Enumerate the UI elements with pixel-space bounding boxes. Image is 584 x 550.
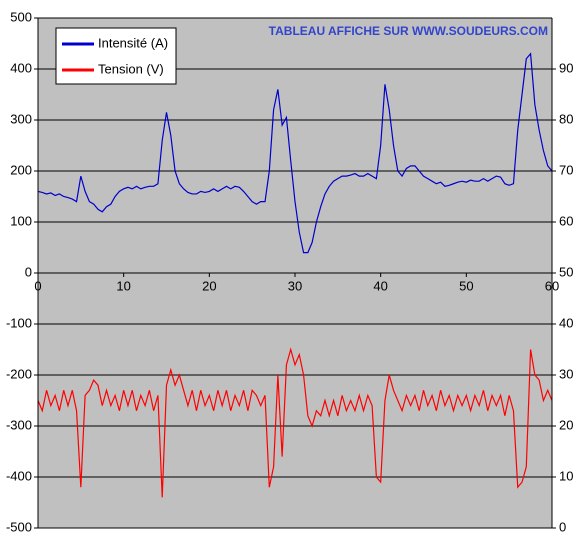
x-tick-label: 10: [116, 278, 130, 293]
y-tick-label: -100: [6, 315, 32, 330]
y-tick-label: -300: [6, 417, 32, 432]
y2-tick-label: 30: [559, 366, 573, 381]
series-line: [37, 347, 553, 498]
y2-tick-label: 90: [559, 60, 573, 75]
y-tick-label: 0: [25, 264, 32, 279]
y-tick-label: 500: [10, 9, 32, 24]
annotation: TABLEAU AFFICHE SUR WWW.SOUDEURS.COM: [269, 24, 548, 38]
y2-tick-label: 60: [559, 213, 573, 228]
y-tick-label: -400: [6, 468, 32, 483]
y2-tick-label: 80: [559, 111, 573, 126]
x-tick-label: 50: [459, 278, 473, 293]
grid: [38, 17, 552, 529]
y2-tick-label: 70: [559, 162, 573, 177]
y-tick-label: -200: [6, 366, 32, 381]
legend-box: [55, 27, 177, 85]
x-tick-label: 20: [202, 278, 216, 293]
y-tick-label: 400: [10, 60, 32, 75]
legend-label: Intensité (A): [98, 35, 168, 50]
legend-label: Tension (V): [98, 61, 164, 76]
y2-tick-label: 50: [559, 264, 573, 279]
y-tick-label: 200: [10, 162, 32, 177]
y2-tick-label: 20: [559, 417, 573, 432]
x-tick-label: 40: [373, 278, 387, 293]
y-tick-label: -500: [6, 519, 32, 534]
legend: Intensité (A) Tension (V): [55, 27, 177, 85]
lines: [37, 52, 553, 498]
y-tick-label: 300: [10, 111, 32, 126]
y2-tick-label: 40: [559, 315, 573, 330]
series-line: [37, 52, 553, 254]
y-tick-label: 100: [10, 213, 32, 228]
y2-tick-label: 0: [559, 519, 566, 534]
axes: -500 -400 -300 -200 -100 0 100 200 300 400 500 0 10 2…: [6, 9, 574, 534]
x-tick-label: 30: [288, 278, 302, 293]
y2-tick-label: 10: [559, 468, 573, 483]
